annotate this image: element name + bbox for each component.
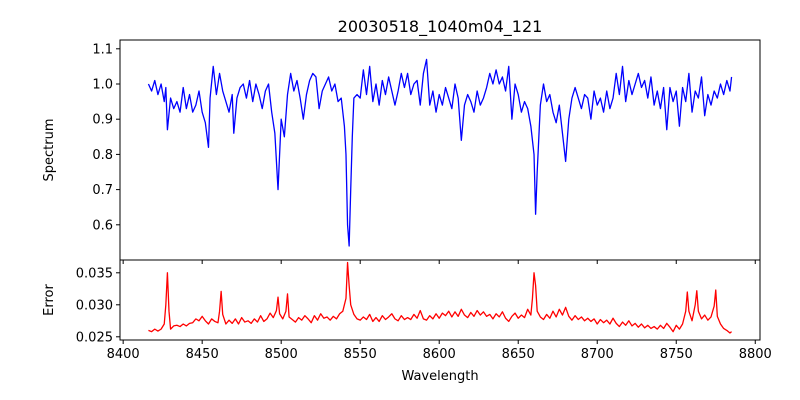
error-y-tick-label: 0.035 <box>76 266 113 281</box>
x-axis-label: Wavelength <box>401 369 478 384</box>
spectrum-y-tick-label: 0.6 <box>92 218 113 233</box>
spectrum-y-axis-label: Spectrum <box>42 119 57 182</box>
x-tick-label: 8550 <box>344 347 377 362</box>
x-tick-label: 8650 <box>502 347 535 362</box>
x-tick-label: 8700 <box>581 347 614 362</box>
error-panel: 0.025 0.030 0.035 Error 8400 8450 8500 8550 8600… <box>42 259 772 362</box>
x-tick-label: 8600 <box>423 347 456 362</box>
spectrum-y-tick-label: 1.1 <box>92 42 113 57</box>
spectrum-series-line <box>147 58 733 247</box>
spectrum-y-tick-label: 1.0 <box>92 78 113 93</box>
x-tick-label: 8800 <box>739 347 772 362</box>
x-tick-label: 8450 <box>186 347 219 362</box>
error-axes-frame <box>119 259 761 341</box>
spectrum-y-tick-label: 0.8 <box>92 148 113 163</box>
spectrum-y-tick-label: 0.9 <box>92 113 113 128</box>
x-tick-label: 8400 <box>107 347 140 362</box>
spectrum-panel: 0.6 0.7 0.8 0.9 1.0 1.1 Spectrum <box>42 39 761 264</box>
error-y-tick-label: 0.030 <box>76 298 113 313</box>
x-tick-label: 8500 <box>265 347 298 362</box>
error-y-axis-label: Error <box>42 284 57 316</box>
error-series-line <box>148 261 732 334</box>
spectrum-axes-frame <box>119 39 761 261</box>
chart-title: 20030518_1040m04_121 <box>338 17 543 37</box>
spectrum-y-tick-label: 0.7 <box>92 183 113 198</box>
x-tick-label: 8750 <box>660 347 693 362</box>
error-y-tick-label: 0.025 <box>76 330 113 345</box>
